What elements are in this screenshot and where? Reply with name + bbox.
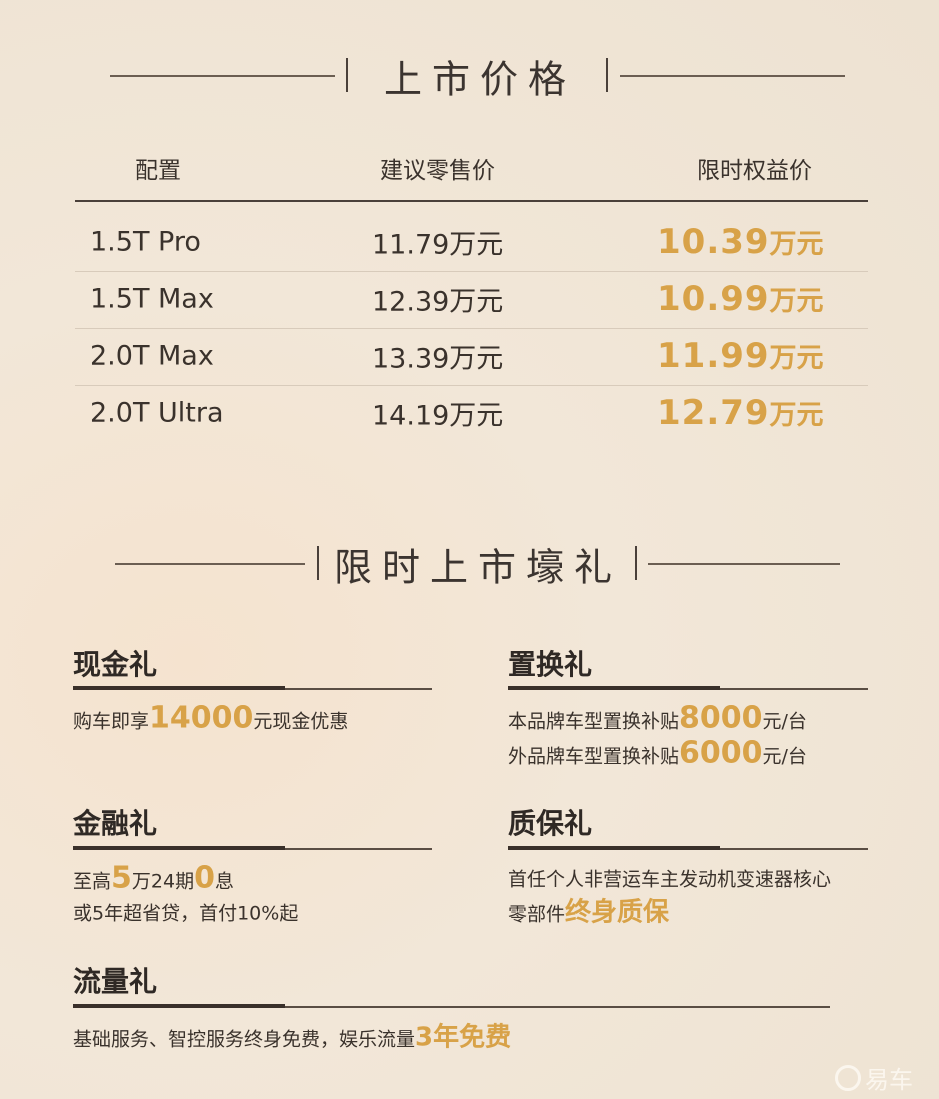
highlight: 6000 xyxy=(679,735,763,771)
promo-cell: 12.79万元 xyxy=(657,393,824,433)
msrp-cell: 13.39万元 xyxy=(372,343,504,375)
cash-gift-text: 购车即享14000元现金优惠 xyxy=(73,701,348,736)
header-divider xyxy=(75,200,868,202)
row-divider xyxy=(75,271,868,272)
header-msrp: 建议零售价 xyxy=(380,158,495,184)
title-bar-right xyxy=(606,58,608,92)
header-config: 配置 xyxy=(135,158,181,184)
title-line-right xyxy=(620,75,845,77)
promo-unit: 万元 xyxy=(769,286,824,317)
msrp-cell: 11.79万元 xyxy=(372,229,504,261)
text: 基础服务、智控服务终身免费，娱乐流量 xyxy=(73,1028,416,1051)
promo-unit: 万元 xyxy=(769,229,824,260)
data-gift-title: 流量礼 xyxy=(73,965,158,998)
header-promo: 限时权益价 xyxy=(697,158,812,184)
promo-cell: 11.99万元 xyxy=(657,336,824,376)
text: 本品牌车型置换补贴 xyxy=(508,710,680,733)
cash-gift-title: 现金礼 xyxy=(73,648,158,681)
config-cell: 1.5T Max xyxy=(90,283,214,315)
promo-price: 11.99 xyxy=(657,336,770,376)
highlight: 终身质保 xyxy=(565,897,670,928)
row-divider xyxy=(75,385,868,386)
config-cell: 2.0T Max xyxy=(90,340,214,372)
text: 息 xyxy=(214,870,234,893)
msrp-cell: 14.19万元 xyxy=(372,400,504,432)
text: 至高 xyxy=(73,870,112,893)
warranty-text-1: 首任个人非营运车主发动机变速器核心 xyxy=(508,868,832,891)
title-bar-right xyxy=(635,546,637,580)
gift-title: 限时上市壕礼 xyxy=(333,545,623,590)
warranty-gift-title: 质保礼 xyxy=(508,807,593,840)
promo-unit: 万元 xyxy=(769,343,824,374)
title-bar-left xyxy=(317,546,319,580)
title-line-right xyxy=(648,563,840,565)
promo-unit: 万元 xyxy=(769,400,824,431)
watermark: 易车 xyxy=(835,1060,913,1095)
section-line-accent xyxy=(73,846,285,850)
highlight: 14000 xyxy=(149,700,254,736)
title-line-left xyxy=(110,75,335,77)
highlight: 8000 xyxy=(679,700,763,736)
text: 万24期 xyxy=(131,870,195,893)
promo-price: 10.99 xyxy=(657,279,770,319)
finance-text-1: 至高5万24期0息 xyxy=(73,861,234,896)
tradein-text-1: 本品牌车型置换补贴8000元/台 xyxy=(508,701,807,736)
text: 元现金优惠 xyxy=(253,710,349,733)
section-line-accent xyxy=(508,686,720,690)
finance-text-2: 或5年超省贷，首付10%起 xyxy=(73,902,299,925)
promo-cell: 10.39万元 xyxy=(657,222,824,262)
section-line-accent xyxy=(73,1004,285,1008)
promo-price: 12.79 xyxy=(657,393,770,433)
msrp-cell: 12.39万元 xyxy=(372,286,504,318)
text: 购车即享 xyxy=(73,710,150,733)
row-divider xyxy=(75,328,868,329)
highlight: 0 xyxy=(194,860,215,896)
tradein-text-2: 外品牌车型置换补贴6000元/台 xyxy=(508,736,807,771)
config-cell: 1.5T Pro xyxy=(90,226,201,258)
title-line-left xyxy=(115,563,305,565)
finance-gift-title: 金融礼 xyxy=(73,807,158,840)
warranty-text-2: 零部件终身质保 xyxy=(508,892,669,929)
section-line-accent xyxy=(508,846,720,850)
title-bar-left xyxy=(346,58,348,92)
text: 零部件 xyxy=(508,903,566,926)
promo-price: 10.39 xyxy=(657,222,770,262)
section-line-accent xyxy=(73,686,285,690)
text: 元/台 xyxy=(762,745,807,768)
watermark-text: 易车 xyxy=(865,1066,913,1094)
highlight: 5 xyxy=(111,860,132,896)
tradein-gift-title: 置换礼 xyxy=(508,648,593,681)
promo-cell: 10.99万元 xyxy=(657,279,824,319)
config-cell: 2.0T Ultra xyxy=(90,397,224,429)
text: 外品牌车型置换补贴 xyxy=(508,745,680,768)
yiche-logo-icon xyxy=(835,1064,861,1091)
text: 元/台 xyxy=(762,710,807,733)
data-gift-text: 基础服务、智控服务终身免费，娱乐流量3年免费 xyxy=(73,1017,511,1054)
section-line xyxy=(73,1006,830,1008)
price-title: 上市价格 xyxy=(383,57,577,102)
highlight: 3年免费 xyxy=(415,1022,512,1053)
